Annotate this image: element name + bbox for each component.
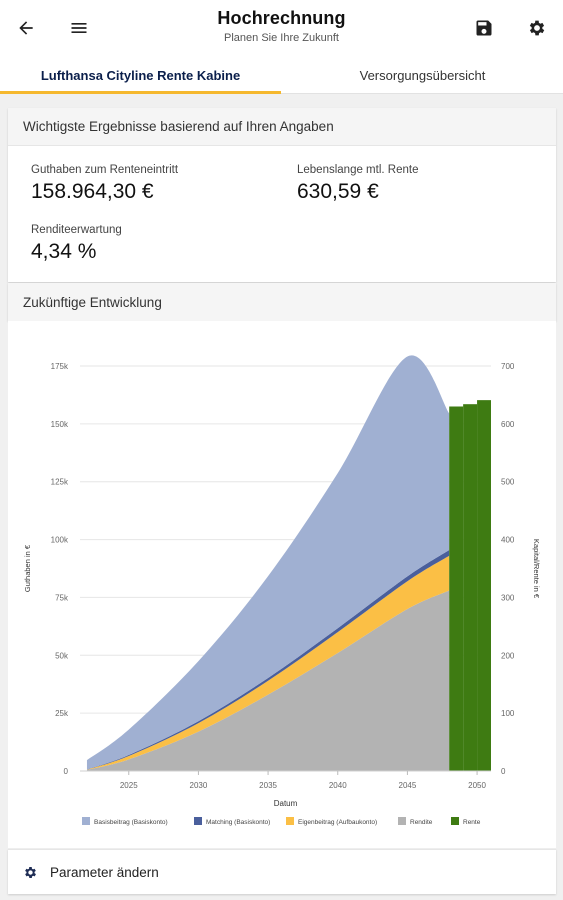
y-tick-label: 50k	[55, 651, 69, 660]
development-chart: 0 25k 50k 75k 100k 125k 150k 175k 0 100 200 300 400 5…	[8, 321, 556, 848]
page-subtitle: Planen Sie Ihre Zukunft	[224, 32, 339, 44]
y-tick-label: 150k	[51, 420, 69, 429]
y2-tick-label: 500	[501, 478, 515, 487]
result-value: 4,34 %	[31, 240, 97, 263]
y2-tick-label: 400	[501, 536, 515, 545]
gear-icon	[529, 20, 545, 36]
result-rente: Lebenslange mtl. Rente 630,59 €	[297, 164, 418, 204]
legend-entry: Basisbeitrag (Basiskonto)	[94, 819, 168, 826]
development-chart-svg: 0 25k 50k 75k 100k 125k 150k 175k 0 100 200 300 400 5…	[23, 355, 541, 826]
result-label: Guthaben zum Renteneintritt	[31, 164, 179, 176]
tab-label: Versorgungsübersicht	[359, 67, 486, 83]
legend-swatch	[286, 817, 294, 825]
y-tick-label: 100k	[51, 536, 69, 545]
legend-entry: Eigenbeitrag (Aufbaukonto)	[298, 819, 377, 826]
y-tick-label: 25k	[55, 709, 69, 718]
menu-button[interactable]	[61, 10, 97, 46]
parameter-aendern-button[interactable]: Parameter ändern	[8, 849, 556, 894]
result-renditeerwartung: Renditeerwartung 4,34 %	[31, 224, 122, 264]
page-title: Hochrechnung	[217, 8, 346, 28]
save-button[interactable]	[466, 10, 502, 46]
tab-lufthansa-cityline-rente-kabine[interactable]: Lufthansa Cityline Rente Kabine	[0, 56, 281, 94]
y-tick-label: 0	[64, 767, 69, 776]
x-tick-label: 2045	[399, 781, 417, 790]
y-tick-label: 125k	[51, 478, 69, 487]
tab-label: Lufthansa Cityline Rente Kabine	[40, 67, 241, 83]
area-series-basisbeitrag-basiskonto-	[86, 355, 450, 770]
result-value: 630,59 €	[297, 180, 379, 203]
rente-bar	[449, 406, 464, 771]
y-tick-label: 175k	[51, 362, 69, 371]
results-card: Wichtigste Ergebnisse basierend auf Ihre…	[8, 108, 556, 282]
y-axis-label: Guthaben in €	[23, 544, 32, 592]
result-label: Lebenslange mtl. Rente	[297, 164, 419, 176]
x-tick-label: 2025	[120, 781, 138, 790]
x-tick-label: 2050	[468, 781, 486, 790]
active-tab-indicator	[0, 91, 281, 94]
y2-axis-label: Kapital/Rente in €	[532, 539, 541, 599]
arrow-left-icon	[19, 21, 33, 35]
results-header: Wichtigste Ergebnisse basierend auf Ihre…	[8, 108, 556, 146]
area-series-rendite	[86, 590, 450, 771]
gear-icon	[25, 866, 36, 878]
app-bar: Hochrechnung Planen Sie Ihre Zukunft	[0, 0, 563, 56]
y2-tick-label: 100	[501, 709, 515, 718]
x-tick-label: 2040	[329, 781, 347, 790]
y2-tick-label: 700	[501, 362, 515, 371]
result-label: Renditeerwartung	[31, 224, 122, 236]
result-guthaben: Guthaben zum Renteneintritt 158.964,30 €	[31, 164, 178, 204]
development-header: Zukünftige Entwicklung	[8, 283, 556, 321]
parameter-aendern-label: Parameter ändern	[50, 864, 159, 880]
x-tick-label: 2030	[190, 781, 208, 790]
y2-tick-label: 200	[501, 651, 515, 660]
legend-swatch	[82, 817, 90, 825]
y-tick-label: 75k	[55, 593, 69, 602]
floppy-disk-icon	[476, 20, 492, 36]
title-block: Hochrechnung Planen Sie Ihre Zukunft	[140, 8, 423, 44]
y2-tick-label: 600	[501, 420, 515, 429]
rente-bar	[477, 400, 491, 771]
back-button[interactable]	[8, 10, 44, 46]
x-axis-label: Datum	[274, 799, 298, 808]
settings-button[interactable]	[519, 10, 555, 46]
x-tick-label: 2035	[259, 781, 277, 790]
legend-swatch	[398, 817, 406, 825]
tab-versorgungsuebersicht[interactable]: Versorgungsübersicht	[282, 56, 563, 94]
tab-bar: Lufthansa Cityline Rente Kabine Versorgu…	[0, 56, 563, 94]
legend-entry: Matching (Basiskonto)	[206, 819, 270, 826]
legend-swatch	[451, 817, 459, 825]
legend-entry: Rente	[463, 819, 481, 826]
rente-bar	[463, 404, 478, 771]
hamburger-menu-icon	[71, 23, 87, 33]
y2-tick-label: 0	[501, 767, 506, 776]
result-value: 158.964,30 €	[31, 180, 154, 203]
y2-tick-label: 300	[501, 593, 515, 602]
legend-entry: Rendite	[410, 819, 433, 826]
legend-swatch	[194, 817, 202, 825]
development-card-header: Zukünftige Entwicklung	[8, 283, 556, 321]
